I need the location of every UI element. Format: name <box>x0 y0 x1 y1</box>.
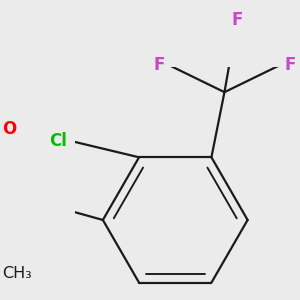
Text: O: O <box>2 120 16 138</box>
Text: CH₃: CH₃ <box>3 266 32 280</box>
Text: F: F <box>153 56 165 74</box>
Text: F: F <box>231 11 243 28</box>
Text: Cl: Cl <box>50 132 67 150</box>
Text: F: F <box>284 56 296 74</box>
